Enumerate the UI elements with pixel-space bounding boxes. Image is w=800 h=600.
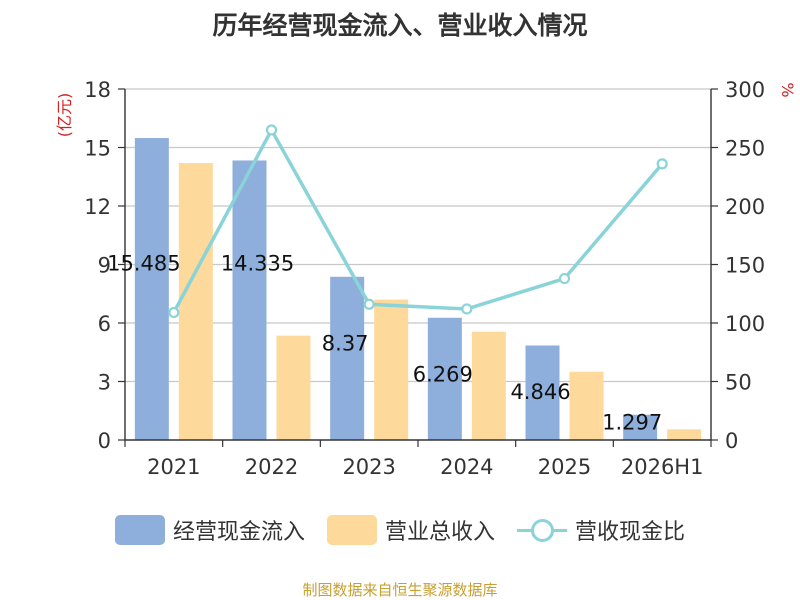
bar-cash-inflow (232, 160, 267, 440)
ratio-point (558, 272, 571, 285)
right-axis-tick-label: 150 (725, 254, 765, 278)
legend-label-ratio: 营收现金比 (575, 520, 686, 545)
ratio-point (461, 303, 473, 315)
legend: 经营现金流入 营业总收入 营收现金比 (0, 514, 800, 546)
bar-revenue (276, 335, 311, 440)
bar-data-label: 4.846 (510, 380, 570, 404)
right-axis-tick-label: 50 (725, 371, 752, 395)
right-axis-unit-label: % (778, 82, 797, 97)
bar-cash-inflow (525, 345, 560, 440)
bar-data-label: 8.37 (322, 331, 369, 355)
left-axis-unit-label: (亿元) (55, 93, 74, 138)
bar-data-label: 14.335 (221, 251, 294, 275)
ratio-point (168, 306, 180, 319)
right-axis-tick-label: 200 (725, 195, 765, 219)
left-axis-tick-label: 15 (84, 137, 111, 161)
bar-revenue (471, 331, 506, 440)
chart-title: 历年经营现金流入、营业收入情况 (212, 11, 588, 40)
bars (134, 138, 702, 441)
axes: 0 3 6 9 12 15 18 0 50 100 150 200 250 300 (亿元)% 2021 202… (55, 78, 797, 479)
bar-cash-inflow (427, 317, 462, 440)
left-axis-tick-label: 6 (98, 312, 111, 336)
bar-revenue (569, 371, 604, 440)
x-axis-tick-label: 2025 (538, 455, 591, 479)
legend-line-marker-icon (517, 515, 567, 545)
left-axis-tick-label: 3 (98, 371, 111, 395)
legend-swatch-revenue (326, 515, 377, 545)
data-labels: 15.485 14.335 8.37 6.269 4.846 1.297 (107, 251, 662, 434)
right-axis-tick-label: 250 (725, 137, 765, 161)
source-note: 制图数据来自恒生聚源数据库 (302, 581, 498, 599)
left-axis-tick-label: 18 (84, 78, 111, 102)
left-axis-tick-label: 12 (84, 195, 111, 219)
right-axis-tick-label: 300 (725, 78, 765, 102)
x-axis-tick-label: 2023 (342, 455, 395, 479)
bar-cash-inflow (134, 138, 169, 441)
legend-item-revenue[interactable]: 营业总收入 (326, 514, 495, 546)
left-axis-tick-label: 9 (98, 254, 111, 278)
right-axis-tick-label: 0 (725, 429, 738, 453)
bar-revenue (667, 429, 702, 440)
right-axis-tick-label: 100 (725, 312, 765, 336)
ratio-point (656, 158, 668, 170)
ratio-point (363, 298, 375, 310)
bar-revenue (374, 299, 409, 440)
bar-data-label: 1.297 (602, 410, 662, 434)
ratio-line (168, 124, 668, 319)
legend-label-cash-inflow: 经营现金流入 (172, 520, 305, 545)
x-axis-tick-label: 2022 (245, 455, 298, 479)
x-axis-tick-label: 2024 (440, 455, 493, 479)
left-axis-tick-label: 0 (98, 429, 111, 453)
bar-data-label: 6.269 (413, 363, 473, 387)
gridlines (125, 88, 711, 383)
bar-cash-inflow (623, 414, 658, 440)
ratio-point (265, 124, 278, 136)
legend-label-revenue: 营业总收入 (384, 520, 495, 545)
x-axis-tick-label: 2021 (147, 455, 200, 479)
legend-item-ratio[interactable]: 营收现金比 (517, 514, 685, 546)
x-axis-tick-label: 2026H1 (621, 455, 704, 479)
legend-swatch-cash-inflow (114, 515, 165, 545)
bar-data-label: 15.485 (107, 251, 180, 275)
bar-cash-inflow (330, 276, 365, 440)
ratio-line-path (172, 128, 664, 314)
legend-item-cash-inflow[interactable]: 经营现金流入 (114, 514, 305, 546)
bar-revenue (178, 163, 213, 440)
